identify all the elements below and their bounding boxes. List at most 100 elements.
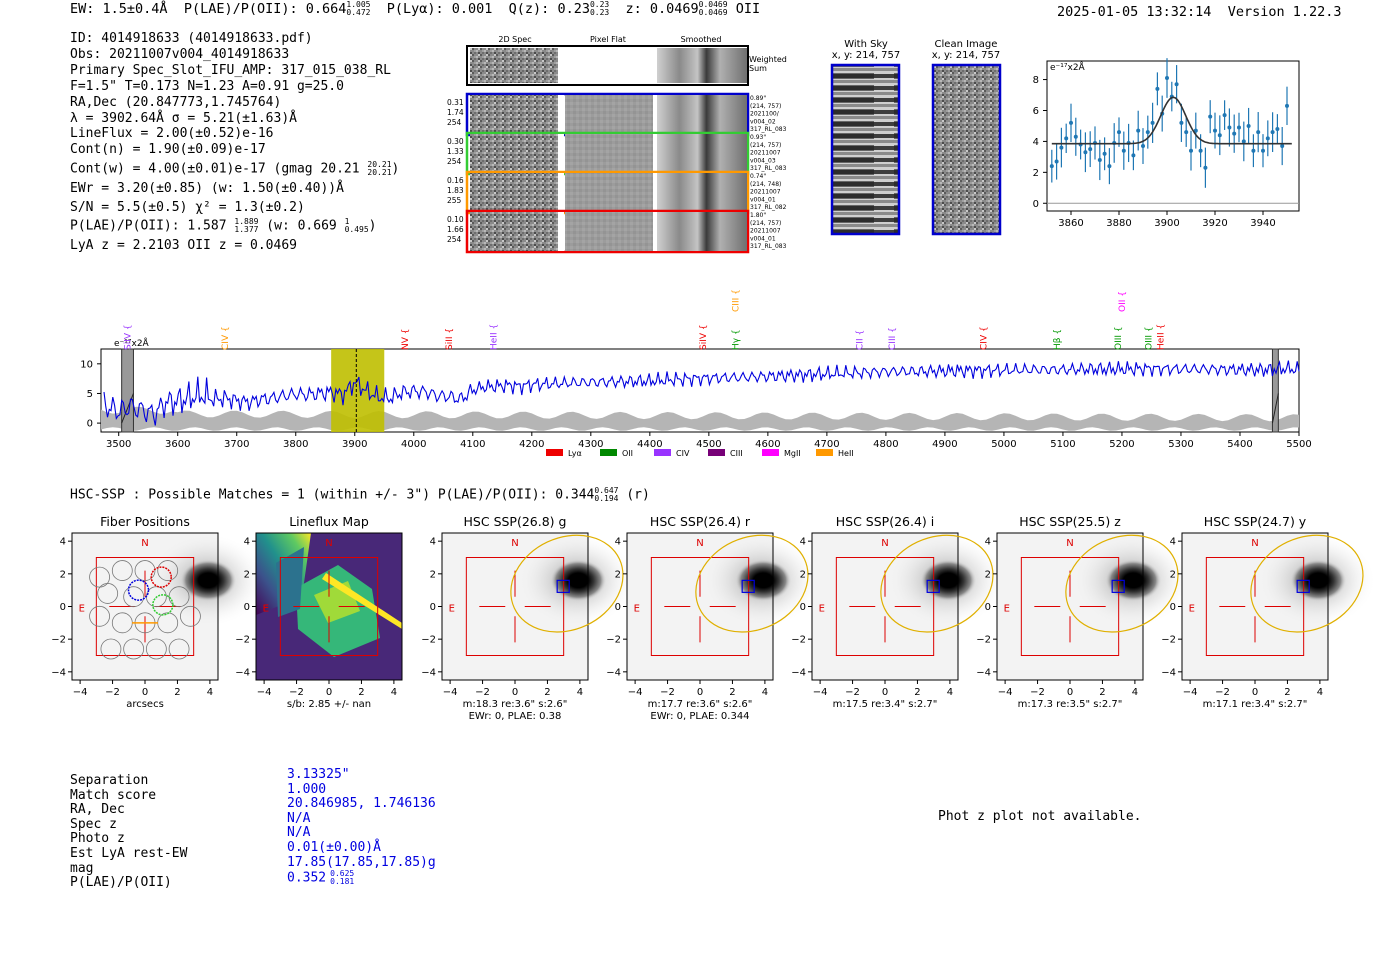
info-ewr: EWr = 3.20(±0.85) (w: 1.50(±0.40))Å (70, 180, 344, 196)
panel-sublabel: EWr: 0, PLAE: 0.344 (650, 711, 749, 722)
info-lambda: λ = 3902.64Å σ = 5.21(±1.63)Å (70, 110, 297, 126)
spectrum-legend-swatch (654, 449, 671, 456)
panel-ytick-label: −2 (51, 635, 66, 646)
east-label: E (263, 603, 269, 614)
panel-ytick-label: 0 (244, 602, 250, 613)
line-fit-point (1251, 148, 1256, 153)
line-fit-point (1270, 130, 1275, 135)
galaxy-core (1105, 559, 1162, 602)
info-plae: P(LAE)/P(OII): 1.587 1.889 1.377 (w: 0.66… (70, 217, 377, 235)
line-fit-model (1051, 96, 1292, 145)
cutout-gap (558, 173, 564, 212)
line-fit-point (1131, 153, 1136, 158)
spectrum-xtick-label: 5000 (991, 439, 1016, 450)
timestamp-version: 2025-01-05 13:32:14 Version 1.22.3 (1057, 4, 1342, 20)
panel-xtick-label: −4 (813, 687, 828, 698)
line-fit-point (1237, 125, 1241, 130)
fiber-highlight (152, 594, 174, 616)
north-label: N (881, 538, 888, 549)
line-fit-xtick-label: 3880 (1106, 218, 1131, 229)
line-fit-point (1261, 148, 1265, 153)
cutout-pixelflat (565, 173, 653, 212)
weighted-label: Weighted (749, 55, 787, 64)
panel-xlabel: m:17.1 re:3.4" s:2.7" (1203, 699, 1308, 710)
cutout-smoothed (657, 95, 747, 134)
cutout-2dspec (470, 212, 558, 251)
match-labels: Separation Match score RA, Dec Spec z Photo … (70, 773, 187, 891)
panel-xtick-label: −4 (1183, 687, 1198, 698)
fiber (180, 605, 201, 627)
north-label: N (1066, 538, 1073, 549)
imaging-panel: Fiber Positions −4 −4 −2 −2 0 0 2 2 4 4 arcsecs N E (51, 514, 265, 710)
plae-lo: 0.472 (346, 8, 371, 17)
line-fit-point (1232, 131, 1237, 136)
panel-ytick-label: −2 (1161, 635, 1176, 646)
cutout-col-title: Pixel Flat (590, 35, 626, 44)
match-box (926, 579, 940, 593)
spectrum-line-marker: OII { (1118, 291, 1128, 312)
panel-ytick-label: 4 (430, 537, 436, 548)
line-fit-point (1102, 151, 1107, 156)
line-fit-point (1165, 76, 1169, 81)
cutout-row-right-label: 20211007 (750, 228, 781, 235)
cutout-row-left-label: 1.33 (447, 147, 464, 156)
panel-xtick-label: 4 (947, 687, 953, 698)
line-fit-xtick-label: 3860 (1058, 218, 1083, 229)
spectrum-legend-swatch (546, 449, 563, 456)
line-fit-point (1203, 165, 1208, 170)
with-sky-title: With Sky (844, 39, 888, 50)
spectrum-line-marker: SiIV { (699, 324, 709, 350)
aperture-box (835, 557, 935, 656)
line-fit-point (1217, 133, 1222, 138)
fiber (89, 605, 110, 627)
cutout-row-right-label: 0.74" (750, 173, 766, 180)
panel-xtick-label: 0 (142, 687, 148, 698)
info-primary: Primary Spec_Slot_IFU_AMP: 317_015_038_R… (70, 62, 391, 78)
clean-coords: x, y: 214, 757 (932, 50, 1001, 61)
panel-ytick-label: 2 (244, 569, 250, 580)
imaging-panel: Lineflux Map −4 −4 −2 −2 0 0 2 2 4 4 s/b: 2.85 +/- … (235, 514, 403, 710)
spectrum-xtick-label: 4900 (932, 439, 957, 450)
panel-title: HSC SSP(25.5) z (1019, 514, 1121, 529)
line-fit-point (1136, 128, 1141, 133)
line-fit-ytick-label: 0 (1033, 199, 1039, 210)
panel-ytick-label: 2 (430, 569, 436, 580)
galaxy-core (735, 559, 792, 602)
line-fit-ytick-label: 2 (1033, 168, 1039, 179)
match-value: N/A (287, 810, 311, 826)
plae-hi: 1.005 (346, 0, 371, 9)
panel-ytick-label: 4 (985, 537, 991, 548)
panel-xtick-label: 4 (762, 687, 768, 698)
imaging-panel: HSC SSP(26.4) r −4 −4 −2 −2 0 0 2 2 4 4 m:17.7 re:3… (606, 514, 820, 722)
cutout-row-right-label: v004_01 (750, 235, 776, 242)
line-fit-point (1193, 128, 1198, 133)
panel-ytick-label: −4 (606, 667, 621, 678)
spectrum-line-marker: Hβ { (1053, 329, 1063, 350)
fiber (100, 638, 122, 660)
panel-ytick-label: 0 (430, 602, 436, 613)
hsc-summary-text: HSC-SSP : Possible Matches = 1 (within +… (70, 487, 595, 503)
line-fit-point (1222, 113, 1227, 118)
plae-value: P(LAE)/P(OII): 0.664 (183, 1, 347, 17)
photz-message: Phot z plot not available. (938, 809, 1142, 824)
panel-xtick-label: 0 (1067, 687, 1073, 698)
panel-ytick-label: −4 (1161, 667, 1176, 678)
cutout-2dspec (470, 95, 558, 134)
spectrum-line-marker: CIII { (731, 289, 741, 312)
cutout-row-right-label: 1.80" (750, 212, 766, 219)
line-fit-point (1088, 147, 1093, 152)
panel-ytick-label: −4 (791, 667, 806, 678)
panel-ytick-label: 0 (1170, 602, 1176, 613)
spectrum-xtick-label: 3800 (283, 439, 308, 450)
cutout-gap (653, 212, 657, 251)
with-sky-image (830, 63, 901, 236)
line-fit-point (1189, 148, 1193, 153)
spectrum-line-marker: OIII { (1145, 326, 1155, 350)
panel-ytick-label: 4 (800, 537, 806, 548)
panel-xtick-label: −4 (628, 687, 643, 698)
panel-xlabel: arcsecs (126, 699, 164, 710)
spectrum-legend-label: HeII (838, 449, 854, 458)
fiber (123, 638, 145, 660)
datetime: 2025-01-05 13:32:14 (1057, 4, 1212, 20)
z-hi: 0.0469 (698, 0, 728, 9)
